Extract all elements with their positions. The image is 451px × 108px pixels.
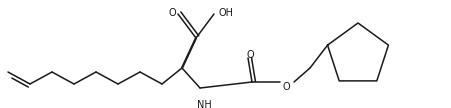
- Text: O: O: [168, 8, 175, 18]
- Text: O: O: [246, 50, 253, 60]
- Text: O: O: [282, 82, 290, 92]
- Text: NH: NH: [196, 100, 211, 108]
- Text: OH: OH: [219, 8, 234, 18]
